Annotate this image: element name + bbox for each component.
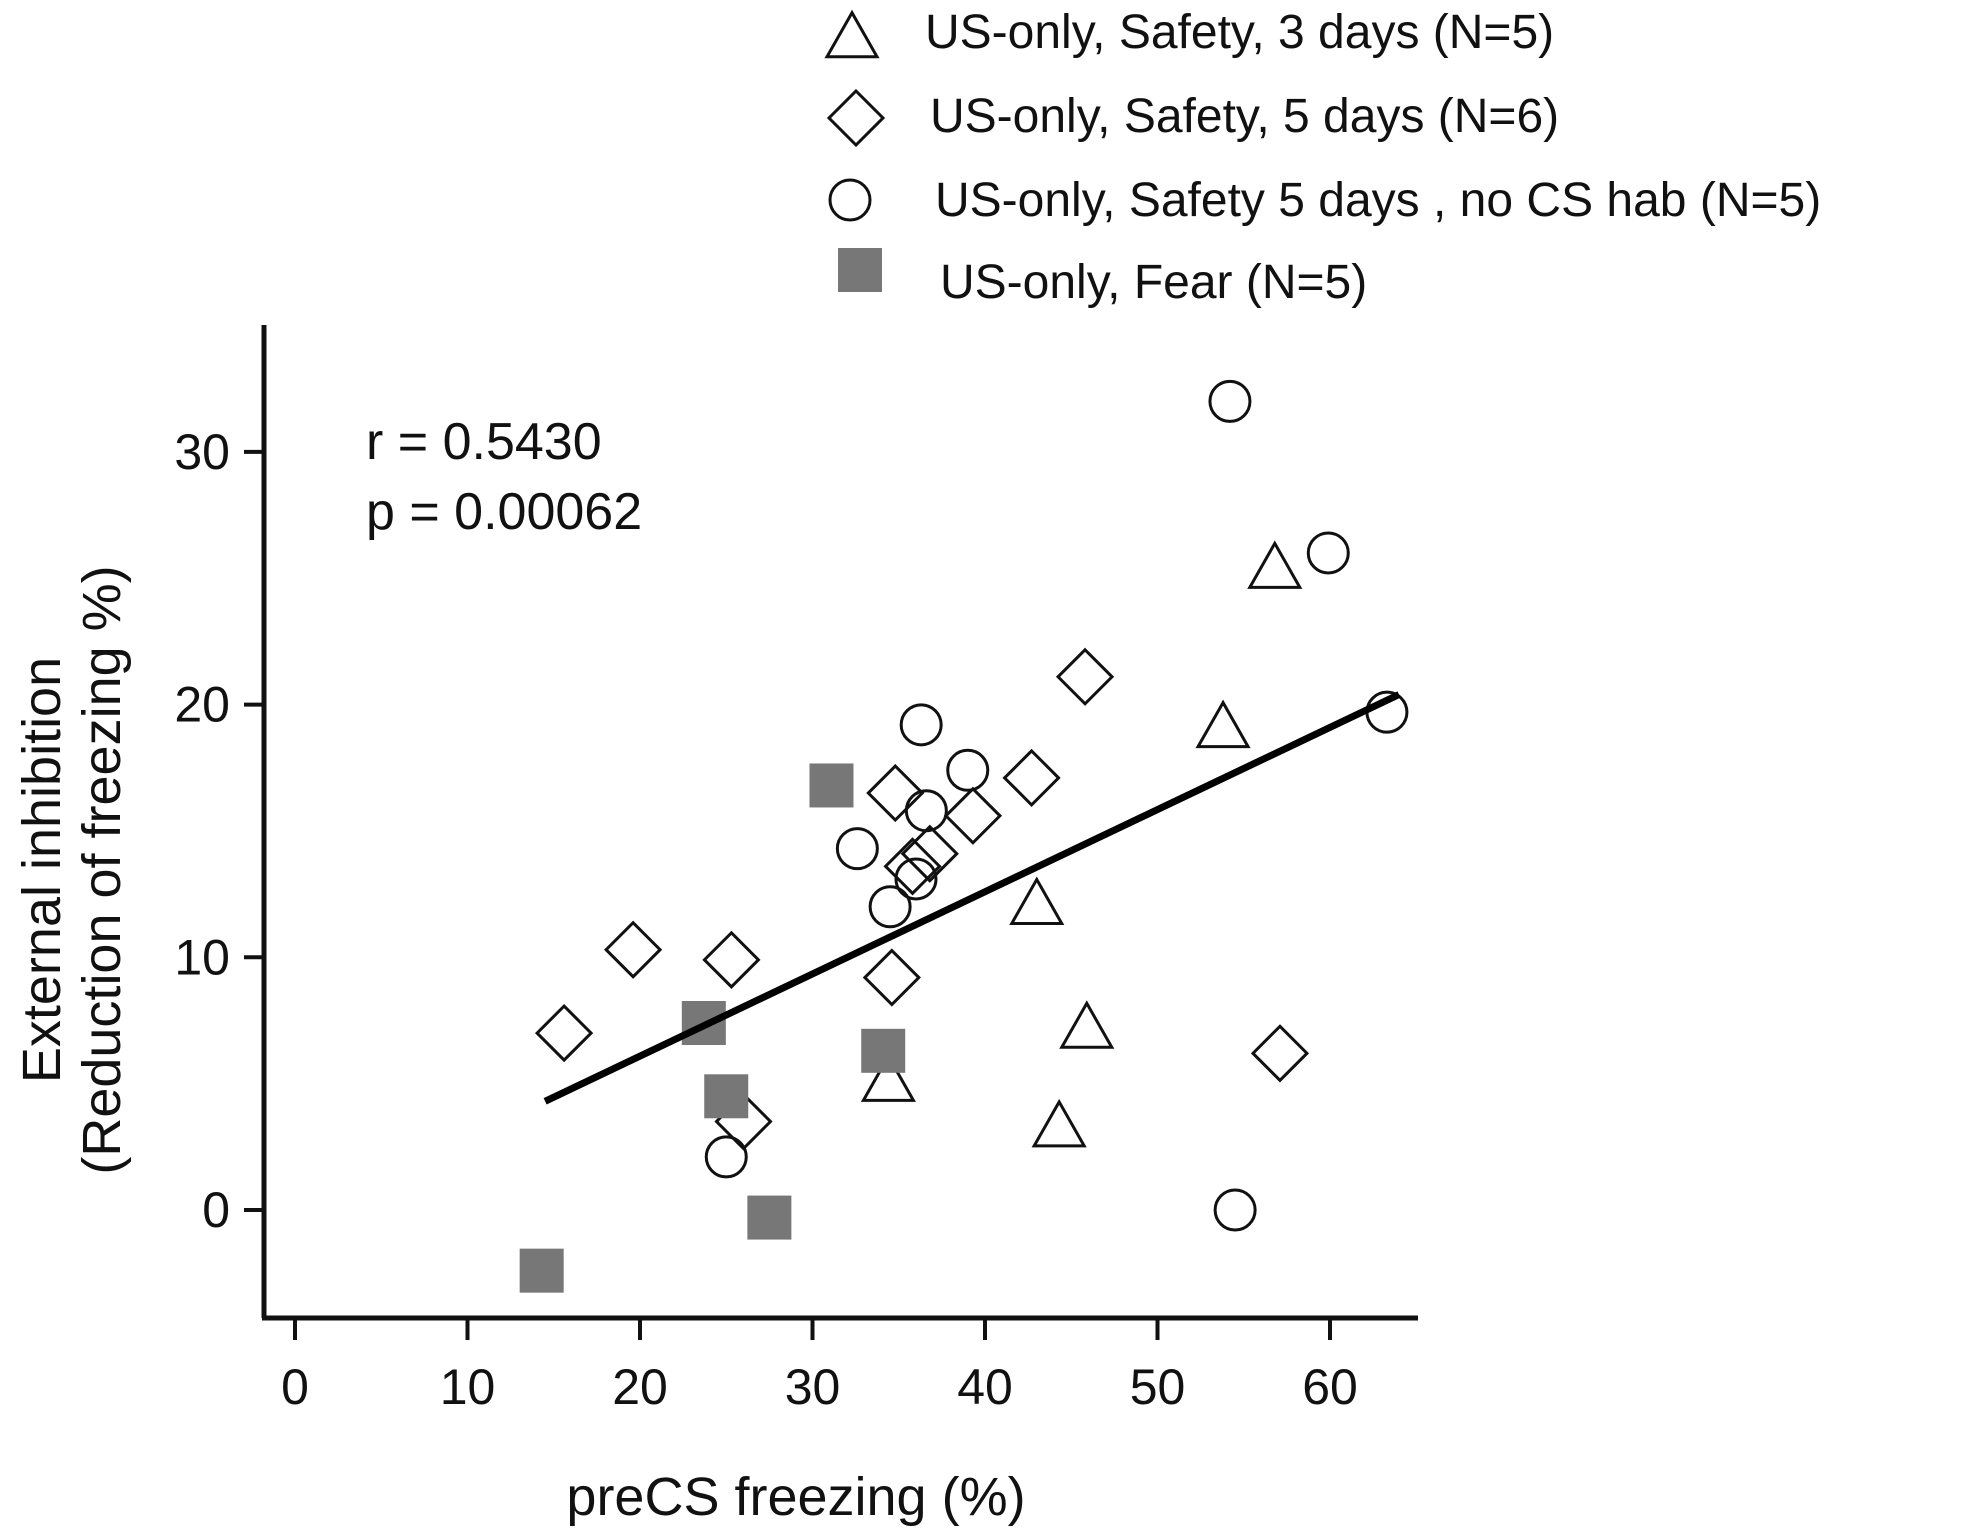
y-tick-label: 30 bbox=[174, 424, 230, 480]
y-ticks: 0 10 20 30 bbox=[174, 424, 264, 1238]
legend-label: US-only, Fear (N=5) bbox=[940, 256, 1367, 309]
diamond-point bbox=[603, 920, 663, 979]
diamond-point bbox=[1002, 748, 1061, 808]
x-tick-label: 50 bbox=[1130, 1359, 1186, 1415]
circle-point bbox=[1306, 531, 1350, 575]
x-tick-label: 30 bbox=[785, 1359, 841, 1415]
square-point bbox=[861, 1028, 906, 1073]
triangle-point bbox=[1247, 540, 1303, 589]
legend-diamond-icon bbox=[826, 88, 886, 148]
y-axis-title-line-1: External inhibition bbox=[12, 657, 72, 1083]
diamond-point bbox=[1250, 1024, 1310, 1083]
x-tick-label: 0 bbox=[281, 1359, 309, 1415]
series-circle bbox=[704, 379, 1409, 1232]
series-triangle bbox=[860, 540, 1303, 1148]
square-point bbox=[809, 763, 854, 808]
correlation-r: r = 0.5430 bbox=[366, 413, 602, 471]
regression-line bbox=[543, 691, 1401, 1105]
x-tick-label: 40 bbox=[957, 1359, 1013, 1415]
triangle-point bbox=[1009, 876, 1065, 925]
diamond-point bbox=[900, 824, 959, 883]
x-axis-title: preCS freezing (%) bbox=[566, 1467, 1025, 1527]
legend-label: US-only, Safety 5 days , no CS hab (N=5) bbox=[935, 174, 1821, 227]
diamond-point bbox=[866, 763, 925, 823]
diamond-point bbox=[534, 1003, 594, 1063]
y-tick-label: 10 bbox=[174, 929, 230, 985]
circle-point bbox=[899, 703, 943, 747]
diamond-point bbox=[862, 948, 921, 1007]
x-ticks: 0 10 20 30 40 50 60 bbox=[281, 1318, 1358, 1415]
x-tick-label: 20 bbox=[612, 1359, 668, 1415]
triangle-point bbox=[1059, 1000, 1115, 1049]
plot-area bbox=[519, 379, 1409, 1293]
circle-point bbox=[835, 827, 879, 871]
legend-entry: US-only, Safety, 3 days (N=5) bbox=[824, 6, 1554, 59]
circle-point bbox=[1213, 1188, 1257, 1232]
circle-point bbox=[894, 857, 938, 901]
triangle-point bbox=[1195, 699, 1251, 749]
triangle-point bbox=[1031, 1098, 1087, 1148]
legend-label: US-only, Safety, 3 days (N=5) bbox=[925, 6, 1554, 59]
diamond-point bbox=[943, 786, 1003, 845]
circle-point bbox=[904, 789, 948, 833]
square-point bbox=[519, 1248, 564, 1293]
y-tick-label: 0 bbox=[202, 1182, 230, 1238]
legend-entry: US-only, Fear (N=5) bbox=[838, 248, 1367, 309]
diamond-point bbox=[883, 837, 942, 896]
y-tick-label: 20 bbox=[174, 677, 230, 733]
axes: 0 10 20 30 0 10 20 30 40 50 60 preCS freezing (%)… bbox=[12, 325, 1418, 1527]
x-tick-label: 10 bbox=[440, 1359, 496, 1415]
square-point bbox=[747, 1195, 792, 1240]
legend-circle-icon bbox=[828, 178, 872, 222]
p-value: p = 0.00062 bbox=[366, 483, 642, 541]
legend-square-icon bbox=[838, 248, 882, 292]
circle-point bbox=[704, 1135, 748, 1179]
circle-point bbox=[946, 748, 990, 792]
circle-point bbox=[1208, 379, 1252, 423]
diamond-point bbox=[1055, 647, 1115, 706]
legend: US-only, Safety, 3 days (N=5) US-only, Sa… bbox=[824, 6, 1821, 309]
stats-annotation: r = 0.5430 p = 0.00062 bbox=[366, 413, 642, 541]
legend-triangle-icon bbox=[824, 9, 880, 59]
square-point bbox=[704, 1074, 749, 1119]
legend-entry: US-only, Safety, 5 days (N=6) bbox=[826, 88, 1559, 148]
y-axis-title-line-2: (Reduction of freezing %) bbox=[72, 565, 132, 1174]
triangle-point bbox=[860, 1053, 916, 1102]
legend-entry: US-only, Safety 5 days , no CS hab (N=5) bbox=[828, 174, 1821, 227]
circle-point bbox=[868, 885, 912, 929]
series-square bbox=[519, 763, 906, 1293]
legend-label: US-only, Safety, 5 days (N=6) bbox=[930, 90, 1559, 143]
x-tick-label: 60 bbox=[1302, 1359, 1358, 1415]
diamond-point bbox=[702, 930, 761, 989]
